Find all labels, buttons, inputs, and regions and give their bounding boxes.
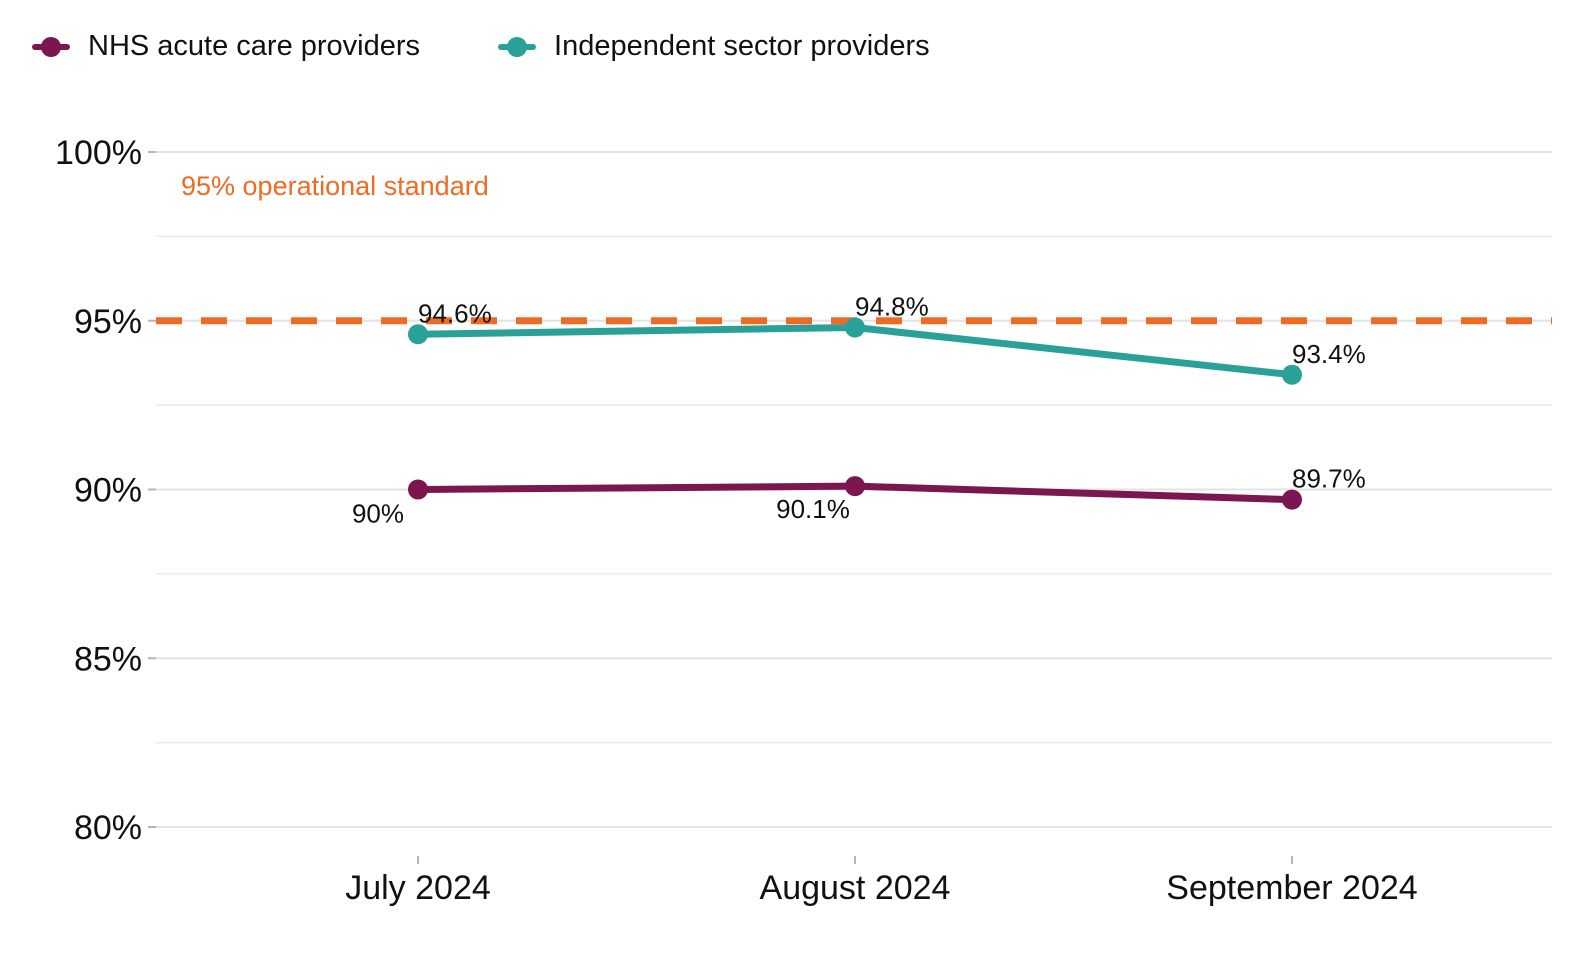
x-tick-label: September 2024: [1166, 869, 1417, 907]
y-tick-label: 80%: [74, 809, 142, 847]
x-tick-label: July 2024: [345, 869, 491, 907]
legend-item-independent: Independent sector providers: [498, 30, 930, 63]
legend-label-nhs: NHS acute care providers: [88, 30, 421, 62]
data-point: [1282, 364, 1302, 385]
y-tick-label: 85%: [74, 640, 142, 678]
data-label: 90%: [352, 499, 404, 529]
data-point: [408, 324, 428, 345]
data-point: [845, 476, 865, 497]
chart-legend: NHS acute care providers Independent sec…: [32, 30, 1008, 63]
data-label: 89.7%: [1292, 464, 1366, 494]
y-tick-label: 95%: [74, 303, 142, 341]
legend-key-independent: [498, 36, 537, 57]
x-tick-label: August 2024: [760, 869, 951, 907]
data-point: [408, 479, 428, 500]
data-point: [845, 317, 865, 338]
data-point: [1282, 489, 1302, 510]
legend-item-nhs: NHS acute care providers: [32, 30, 420, 63]
legend-key-nhs: [32, 36, 70, 57]
y-tick-label: 100%: [55, 134, 142, 172]
data-label: 94.8%: [855, 292, 929, 322]
legend-dot-nhs: [41, 36, 61, 57]
y-tick-label: 90%: [74, 472, 142, 510]
data-label: 90.1%: [776, 494, 850, 524]
legend-label-independent: Independent sector providers: [554, 30, 930, 62]
legend-dot-independent: [507, 36, 528, 57]
data-label: 93.4%: [1292, 339, 1366, 369]
data-label: 94.6%: [418, 298, 492, 328]
reference-line-label: 95% operational standard: [181, 171, 489, 201]
